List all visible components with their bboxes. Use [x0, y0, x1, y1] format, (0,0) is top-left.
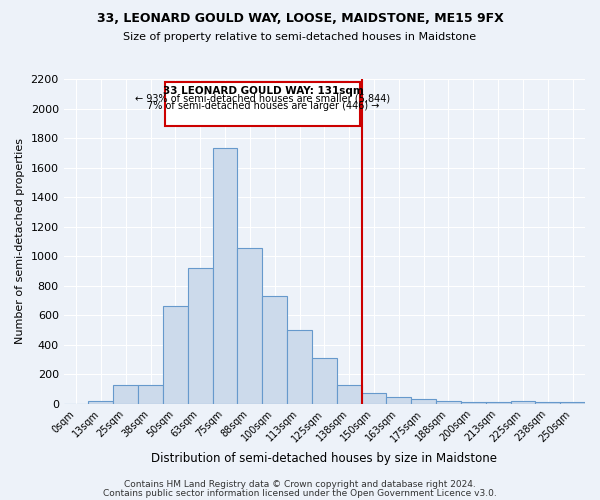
Text: 7% of semi-detached houses are larger (446) →: 7% of semi-detached houses are larger (4…: [147, 101, 379, 111]
Bar: [212, 148, 238, 404]
Text: Size of property relative to semi-detached houses in Maidstone: Size of property relative to semi-detach…: [124, 32, 476, 42]
Bar: [386, 397, 411, 404]
Text: ← 93% of semi-detached houses are smaller (5,844): ← 93% of semi-detached houses are smalle…: [136, 94, 391, 104]
Bar: [535, 402, 560, 404]
Bar: [88, 401, 113, 404]
Bar: [511, 401, 535, 404]
Bar: [436, 401, 461, 404]
Bar: [362, 394, 386, 404]
Bar: [485, 402, 511, 404]
Bar: [138, 384, 163, 404]
Bar: [188, 268, 212, 404]
FancyBboxPatch shape: [166, 82, 361, 126]
Text: Contains HM Land Registry data © Crown copyright and database right 2024.: Contains HM Land Registry data © Crown c…: [124, 480, 476, 489]
Bar: [287, 330, 312, 404]
X-axis label: Distribution of semi-detached houses by size in Maidstone: Distribution of semi-detached houses by …: [151, 452, 497, 465]
Bar: [461, 402, 485, 404]
Y-axis label: Number of semi-detached properties: Number of semi-detached properties: [15, 138, 25, 344]
Bar: [337, 386, 362, 404]
Bar: [113, 384, 138, 404]
Bar: [238, 248, 262, 404]
Bar: [262, 296, 287, 404]
Bar: [560, 402, 585, 404]
Bar: [411, 398, 436, 404]
Bar: [163, 306, 188, 404]
Bar: [312, 358, 337, 404]
Text: 33, LEONARD GOULD WAY, LOOSE, MAIDSTONE, ME15 9FX: 33, LEONARD GOULD WAY, LOOSE, MAIDSTONE,…: [97, 12, 503, 26]
Text: Contains public sector information licensed under the Open Government Licence v3: Contains public sector information licen…: [103, 488, 497, 498]
Text: 33 LEONARD GOULD WAY: 131sqm: 33 LEONARD GOULD WAY: 131sqm: [163, 86, 363, 96]
